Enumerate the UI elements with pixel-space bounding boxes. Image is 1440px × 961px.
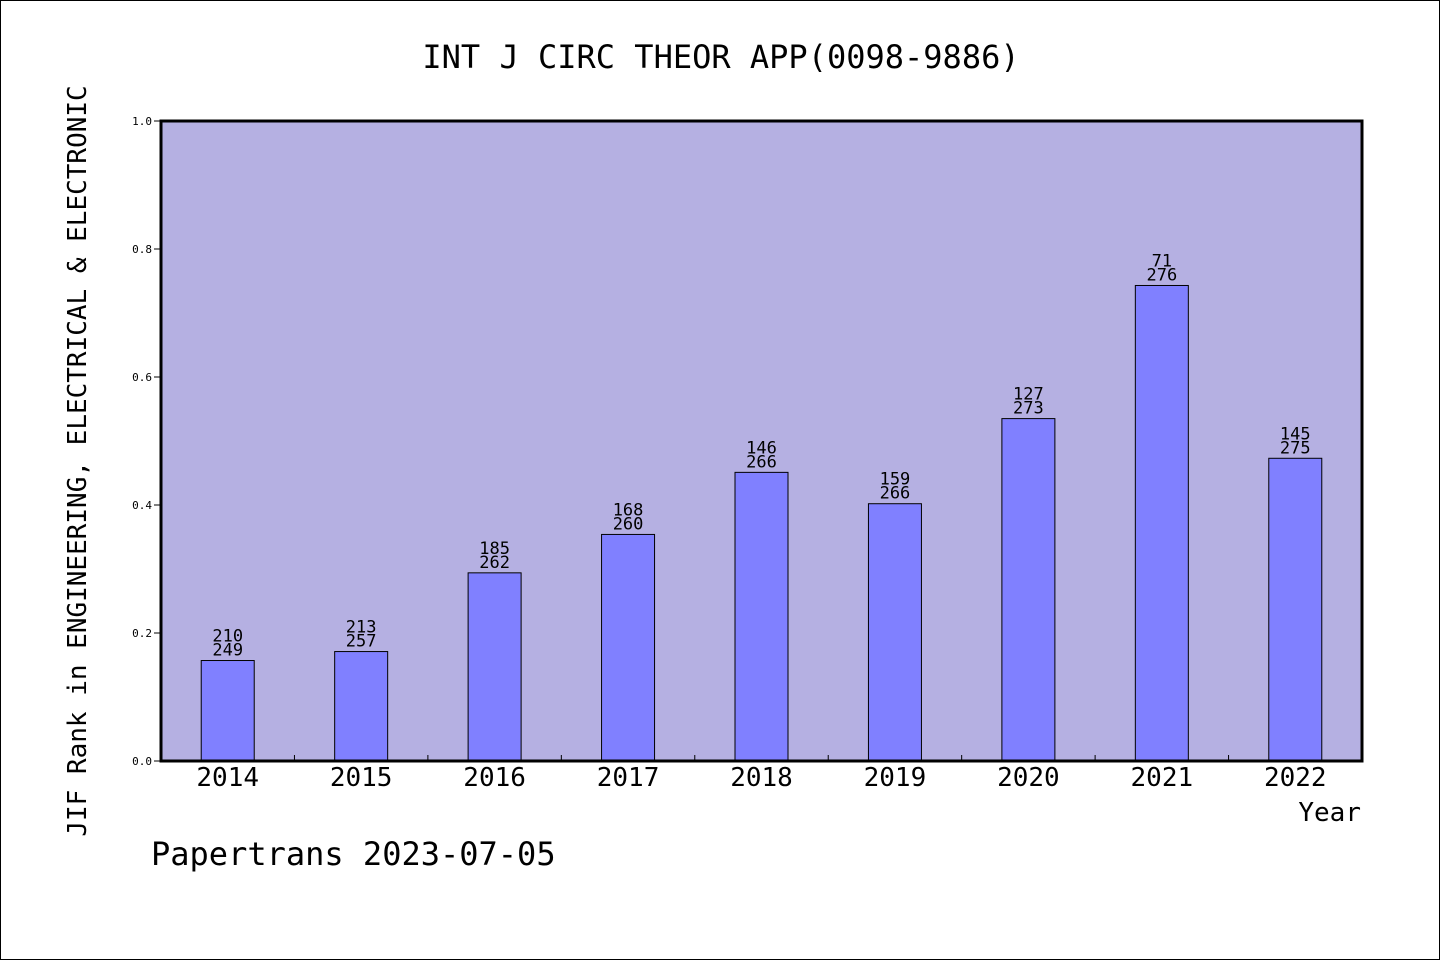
x-tick-label-2022: 2022	[1264, 763, 1327, 793]
x-tick-label-2017: 2017	[597, 763, 660, 793]
bar-2014	[200, 660, 255, 762]
y-tick-label: 0.2	[132, 627, 152, 640]
bar-label-total-2019: 266	[880, 484, 911, 504]
y-tick-label: 0.8	[132, 243, 152, 256]
y-tick-label: 0.4	[132, 499, 152, 512]
bar-label-rank-2019: 159	[880, 470, 911, 490]
bar-labels-layer: 2102492132571852621682601462661592661272…	[212, 251, 1310, 660]
x-axis-label: Year	[1298, 798, 1361, 828]
bar-label-total-2016: 262	[479, 553, 510, 573]
y-tick-label: 1.0	[132, 115, 152, 128]
bars-layer	[200, 284, 1323, 762]
bar-label-rank-2014: 210	[212, 627, 243, 647]
x-axis: 2014 2015 2016 2017 2018 2019 2020 2021 2022	[196, 755, 1327, 793]
bar-label-rank-2020: 127	[1013, 385, 1044, 405]
y-axis: 0.0 0.2 0.4 0.6 0.8 1.0	[132, 115, 161, 768]
plot-border	[159, 119, 1364, 763]
bar-2017	[601, 533, 656, 762]
bar-label-rank-2022: 145	[1280, 424, 1311, 444]
y-tick-label: 0.0	[132, 755, 152, 768]
bar-label-total-2017: 260	[613, 514, 644, 534]
bar-label-rank-2021: 71	[1152, 251, 1172, 271]
y-tick-label: 0.6	[132, 371, 152, 384]
x-tick-label-2016: 2016	[463, 763, 526, 793]
y-axis-label: JIF Rank in ENGINEERING, ELECTRICAL & EL…	[63, 85, 93, 836]
bar-label-total-2015: 257	[346, 632, 377, 652]
bar-2018	[734, 471, 789, 762]
chart-title: INT J CIRC THEOR APP(0098-9886)	[422, 38, 1019, 76]
bar-label-total-2022: 275	[1280, 438, 1311, 458]
x-tick-label-2014: 2014	[196, 763, 259, 793]
bar-label-rank-2015: 213	[346, 618, 377, 638]
bar-label-total-2018: 266	[746, 452, 777, 472]
bar-label-total-2020: 273	[1013, 399, 1044, 419]
x-tick-label-2019: 2019	[864, 763, 927, 793]
bar-2022	[1268, 457, 1323, 762]
bar-2020	[1001, 418, 1056, 762]
bar-label-rank-2018: 146	[746, 438, 777, 458]
bar-label-rank-2017: 168	[613, 500, 644, 520]
bar-2016	[467, 572, 522, 762]
x-tick-label-2015: 2015	[330, 763, 393, 793]
bar-2021	[1134, 284, 1189, 762]
x-tick-label-2021: 2021	[1131, 763, 1194, 793]
bar-label-rank-2016: 185	[479, 539, 510, 559]
x-tick-label-2020: 2020	[997, 763, 1060, 793]
bar-label-total-2014: 249	[212, 641, 243, 661]
footer-source-date: Papertrans 2023-07-05	[151, 835, 556, 873]
bar-label-total-2021: 276	[1146, 265, 1177, 285]
bar-2015	[334, 651, 389, 762]
x-tick-label-2018: 2018	[730, 763, 793, 793]
bar-2019	[867, 503, 922, 762]
